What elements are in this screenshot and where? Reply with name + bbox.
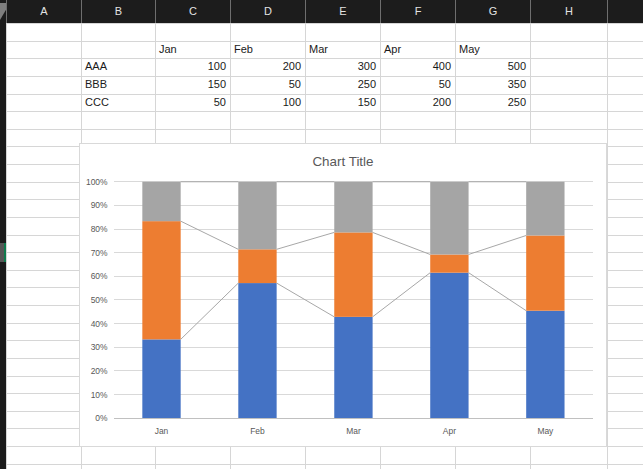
value-cell[interactable]: 150 [155, 76, 230, 94]
series-line-BBB [277, 232, 335, 249]
value-cell[interactable]: 200 [230, 58, 305, 76]
month-header-cell[interactable]: Mar [305, 41, 380, 59]
grid-vline [607, 23, 608, 469]
x-axis-category-label[interactable]: May [537, 426, 554, 436]
column-header-F[interactable]: F [380, 0, 455, 23]
y-axis-tick-label[interactable]: 10% [91, 390, 108, 400]
spreadsheet: ABCDEFGH JanFebMarAprMayAAA1002003004005… [0, 0, 643, 469]
bar-segment-BBB[interactable] [142, 221, 180, 339]
value-cell[interactable]: 50 [155, 94, 230, 112]
bar-segment-BBB[interactable] [430, 254, 468, 272]
bar-segment-BBB[interactable] [334, 232, 372, 316]
value-cell[interactable]: 150 [305, 94, 380, 112]
bar-segment-CCC[interactable] [430, 182, 468, 255]
bar-segment-BBB[interactable] [526, 235, 564, 310]
month-header-cell[interactable]: Apr [380, 41, 455, 59]
active-row-indicator[interactable] [0, 243, 6, 262]
month-header-cell[interactable]: Jan [155, 41, 230, 59]
grid-vline [6, 23, 7, 469]
y-axis-tick-label[interactable]: 40% [91, 319, 108, 329]
value-cell[interactable]: 500 [455, 58, 530, 76]
column-header-D[interactable]: D [230, 0, 305, 23]
y-axis-tick-label[interactable]: 0% [95, 413, 108, 423]
bar-segment-CCC[interactable] [334, 182, 372, 233]
x-axis-category-label[interactable]: Feb [250, 426, 265, 436]
month-header-cell[interactable]: May [455, 41, 530, 59]
bar-segment-AAA[interactable] [238, 283, 276, 418]
bar-segment-AAA[interactable] [430, 273, 468, 418]
bar-segment-AAA[interactable] [334, 317, 372, 418]
row-label-cell[interactable]: BBB [81, 76, 155, 94]
column-header-C[interactable]: C [155, 0, 230, 23]
grid-hline [6, 129, 643, 130]
series-line-AAA [373, 273, 431, 317]
column-header-B[interactable]: B [81, 0, 155, 23]
column-header-E[interactable]: E [305, 0, 380, 23]
value-cell[interactable]: 300 [305, 58, 380, 76]
value-cell[interactable]: 350 [455, 76, 530, 94]
y-axis-tick-label[interactable]: 100% [86, 177, 108, 187]
y-axis-tick-label[interactable]: 60% [91, 271, 108, 281]
series-line-AAA [469, 273, 527, 311]
y-axis-tick-label[interactable]: 90% [91, 200, 108, 210]
bar-segment-CCC[interactable] [526, 182, 564, 236]
column-header-A[interactable]: A [6, 0, 81, 23]
grid-hline [6, 464, 643, 465]
bar-segment-BBB[interactable] [238, 249, 276, 283]
column-header-G[interactable]: G [455, 0, 530, 23]
value-cell[interactable]: 200 [380, 94, 455, 112]
value-cell[interactable]: 400 [380, 58, 455, 76]
grid-hline [6, 23, 643, 24]
y-axis-tick-label[interactable]: 80% [91, 224, 108, 234]
x-axis-category-label[interactable]: Apr [443, 426, 456, 436]
value-cell[interactable]: 250 [455, 94, 530, 112]
row-label-cell[interactable]: CCC [81, 94, 155, 112]
row-label-cell[interactable]: AAA [81, 58, 155, 76]
series-line-BBB [373, 232, 431, 254]
bar-segment-AAA[interactable] [526, 311, 564, 418]
y-axis-tick-label[interactable]: 50% [91, 295, 108, 305]
series-line-AAA [181, 283, 239, 339]
stacked-column-chart[interactable]: 0% 10% 20% 30% 40% 50% 60% 70% 80% 90% 100% Jan Feb M… [80, 144, 606, 446]
value-cell[interactable]: 250 [305, 76, 380, 94]
series-line-BBB [181, 221, 239, 249]
y-axis-tick-label[interactable]: 20% [91, 366, 108, 376]
chart-title[interactable]: Chart Title [312, 154, 373, 169]
y-axis-tick-label[interactable]: 70% [91, 248, 108, 258]
value-cell[interactable]: 50 [380, 76, 455, 94]
chart[interactable]: 0% 10% 20% 30% 40% 50% 60% 70% 80% 90% 100% Jan Feb M… [79, 143, 607, 447]
value-cell[interactable]: 50 [230, 76, 305, 94]
column-header-row: ABCDEFGH [0, 0, 643, 23]
column-header-H[interactable]: H [530, 0, 607, 23]
bar-segment-CCC[interactable] [238, 182, 276, 250]
bar-segment-AAA[interactable] [142, 339, 180, 418]
value-cell[interactable]: 100 [155, 58, 230, 76]
grid-hline [6, 111, 643, 112]
x-axis-category-label[interactable]: Jan [155, 426, 169, 436]
bar-segment-CCC[interactable] [142, 182, 180, 221]
value-cell[interactable]: 100 [230, 94, 305, 112]
column-header-partial[interactable] [607, 0, 643, 23]
series-line-BBB [469, 235, 527, 254]
row-header-strip [0, 23, 6, 469]
x-axis-category-label[interactable]: Mar [346, 426, 361, 436]
month-header-cell[interactable]: Feb [230, 41, 305, 59]
y-axis-tick-label[interactable]: 30% [91, 342, 108, 352]
